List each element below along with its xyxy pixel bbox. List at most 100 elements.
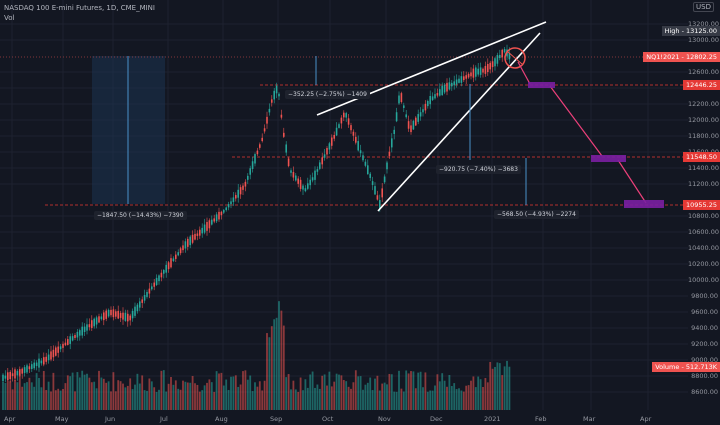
volume-bar <box>282 325 285 410</box>
currency-label[interactable]: USD <box>693 2 714 12</box>
volume-bar <box>174 380 177 410</box>
candle <box>443 84 446 93</box>
candle <box>179 248 182 254</box>
price-tick: 10000.00 <box>688 276 720 284</box>
volume-bar <box>506 360 508 410</box>
volume-bar <box>172 384 175 410</box>
volume-bar <box>59 390 62 410</box>
candle <box>175 254 177 259</box>
volume-bar <box>177 388 180 410</box>
rising-wedge-lines[interactable] <box>316 21 547 212</box>
volume-bar <box>213 391 216 410</box>
volume-indicator-label: Vol <box>4 14 15 22</box>
volume-bar <box>26 382 28 410</box>
volume-bar <box>227 389 230 410</box>
candle <box>191 234 194 243</box>
measure-label-2: −352.25 (−2.75%) −1409 <box>285 90 370 99</box>
candle <box>155 277 158 286</box>
volume-bar <box>388 373 391 410</box>
volume-bar <box>62 388 64 410</box>
candle <box>436 93 439 96</box>
volume-bar <box>30 382 33 410</box>
candle <box>448 82 451 90</box>
candle <box>494 58 496 67</box>
volume-bar <box>498 363 501 410</box>
volume-bar <box>42 370 45 410</box>
candle <box>316 169 319 172</box>
volume-bar <box>364 384 367 410</box>
volume-bar <box>383 382 386 410</box>
volume-bar <box>335 373 338 410</box>
volume-bar <box>83 374 86 410</box>
candle <box>417 114 419 122</box>
candle <box>369 173 371 178</box>
volume-bar <box>117 380 120 410</box>
symbol-title: NASDAQ 100 E-mini Futures, 1D, CME_MINI <box>4 4 155 12</box>
candle <box>314 170 316 180</box>
volume-bar <box>417 372 420 410</box>
target-boxes[interactable] <box>528 82 664 208</box>
candle <box>424 103 427 111</box>
price-tick: 12600.00 <box>688 68 720 76</box>
volume-bar <box>64 383 67 410</box>
candle <box>508 52 511 60</box>
candle <box>355 136 357 143</box>
candle <box>122 312 124 320</box>
candle <box>290 170 292 173</box>
candle <box>91 320 93 328</box>
candle <box>21 368 23 374</box>
volume-bar <box>479 379 482 410</box>
candle <box>268 108 271 113</box>
candle <box>160 272 163 278</box>
candle <box>88 324 91 328</box>
volume-bar <box>345 381 348 410</box>
breakout-circle[interactable] <box>504 47 526 69</box>
volume-bar <box>326 385 328 410</box>
volume-bar <box>9 381 12 410</box>
candle <box>95 317 98 325</box>
candle <box>158 275 160 282</box>
price-tick: 10800.00 <box>688 212 720 220</box>
candle <box>482 68 484 73</box>
candle <box>131 310 134 319</box>
candle <box>103 312 105 321</box>
projection-arrows[interactable] <box>517 61 647 204</box>
volume-bar <box>462 391 465 410</box>
volume-bar <box>333 381 336 410</box>
volume-bar <box>40 387 43 410</box>
candle <box>395 112 398 122</box>
volume-bar <box>438 381 441 410</box>
candle <box>148 288 151 294</box>
candle <box>141 299 143 303</box>
candle <box>427 101 429 107</box>
candle <box>98 316 100 323</box>
volume-bar <box>381 383 384 410</box>
volume-bar <box>342 380 345 410</box>
candle <box>367 165 369 175</box>
volume-bar <box>215 371 218 410</box>
candle <box>71 336 74 341</box>
volume-bar <box>431 390 434 410</box>
price-tick: 13200.00 <box>688 20 720 28</box>
candle <box>304 188 307 192</box>
volume-bar <box>306 387 309 410</box>
candle <box>79 330 81 336</box>
candle <box>419 112 422 117</box>
volume-bar <box>11 389 14 410</box>
volume-bar <box>54 390 57 410</box>
month-label: Oct <box>322 415 334 423</box>
volume-bar <box>18 374 21 410</box>
volume-bar <box>52 372 55 410</box>
volume-bar <box>455 389 458 410</box>
measure-arrows <box>127 56 527 205</box>
price-tick: 9800.00 <box>691 292 718 300</box>
candle <box>455 79 458 85</box>
volume-bar <box>489 361 492 410</box>
volume-bar <box>122 383 124 410</box>
price-tick: 10200.00 <box>688 260 720 268</box>
volume-bar <box>218 373 220 410</box>
volume-bar <box>78 377 81 410</box>
candle <box>374 186 376 195</box>
volume-bar <box>6 381 9 410</box>
